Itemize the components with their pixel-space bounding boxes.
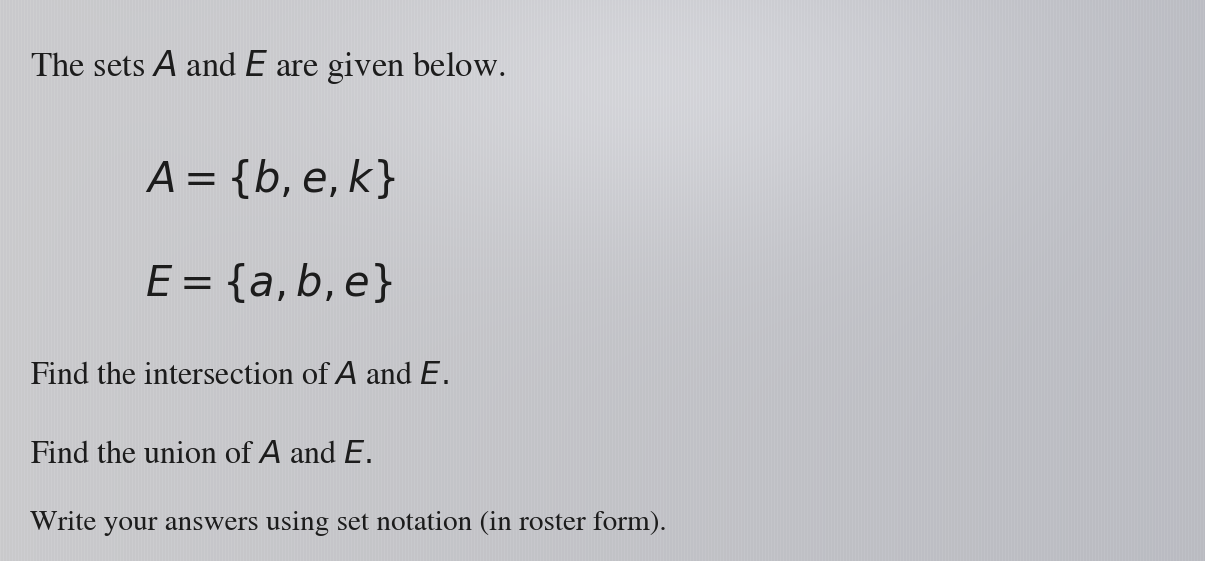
Text: $A = \{b, e, k\}$: $A = \{b, e, k\}$ [145,157,395,201]
Text: $E = \{a, b, e\}$: $E = \{a, b, e\}$ [145,261,392,305]
Text: Find the intersection of $A$ and $E.$: Find the intersection of $A$ and $E.$ [30,362,448,391]
Text: The sets $A$ and $E$ are given below.: The sets $A$ and $E$ are given below. [30,48,506,86]
Text: Write your answers using set notation (in roster form).: Write your answers using set notation (i… [30,511,666,536]
Text: Find the union of $A$ and $E.$: Find the union of $A$ and $E.$ [30,440,372,470]
